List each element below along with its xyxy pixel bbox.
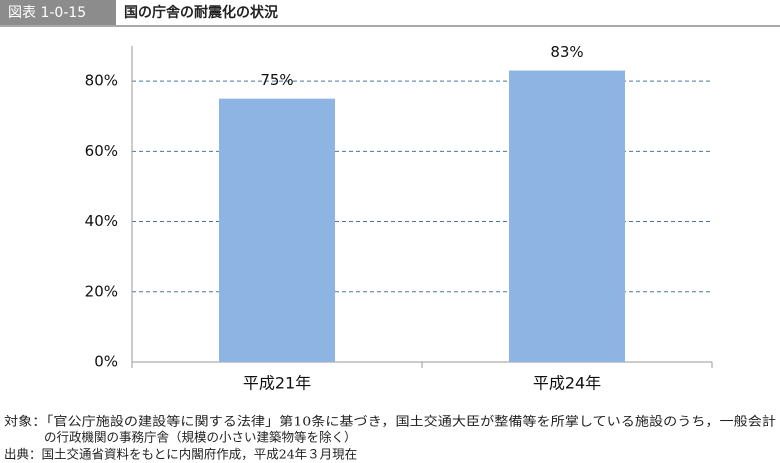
bar [509,70,625,363]
note: 対象：「官公庁施設の建設等に関する法律」第10条に基づき，国土交通大臣が整備等を… [4,414,776,429]
y-tick-label: 40% [85,212,118,230]
note: の行政機関の事務庁舎（規模の小さい建築物等を除く） [44,430,357,445]
value-label: 83% [550,43,583,61]
y-tick-label: 0% [94,353,118,371]
source: 出典：国土交通省資料をもとに内閣府作成，平成24年３月現在 [4,447,357,462]
y-tick-label: 80% [85,72,118,90]
bar [219,98,335,363]
x-tick-label: 平成21年 [243,374,311,393]
x-tick-label: 平成24年 [533,374,601,393]
y-tick-label: 60% [85,142,118,160]
value-label: 75% [260,71,293,89]
figure-number: 図表 1-0-15 [8,5,86,21]
chart-title: 国の庁舎の耐震化の状況 [124,4,278,21]
y-tick-label: 20% [85,282,118,300]
figure-label-box [0,0,116,25]
